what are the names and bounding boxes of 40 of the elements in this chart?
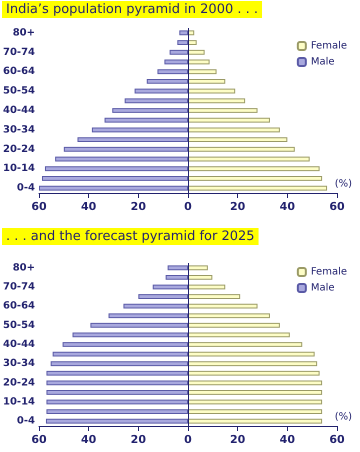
y-tick-label: 40-44 — [3, 105, 36, 116]
x-tick-label: 60 — [31, 200, 47, 213]
x-tick-label: 60 — [329, 200, 345, 213]
y-tick-label: 0-4 — [16, 182, 36, 194]
chart-title: India’s population pyramid in 2000 . . . — [6, 2, 258, 17]
annotation: (%) — [334, 412, 352, 422]
y-tick-label: 20-24 — [3, 377, 36, 388]
x-tick-label: 20 — [230, 200, 246, 213]
legend-label: Female — [310, 40, 348, 52]
x-tick-label: 40 — [280, 200, 296, 213]
annotation: (%) — [334, 178, 352, 190]
y-tick-label: 60-64 — [3, 66, 36, 78]
y-tick-label: 0-4 — [16, 416, 36, 427]
x-tick-label: 60 — [31, 433, 47, 446]
y-tick-label: 60-64 — [3, 300, 36, 312]
chart-title: . . . and the forecast pyramid for 2025 — [6, 229, 255, 244]
y-tick-label: 70-74 — [3, 281, 36, 292]
x-tick-label: 40 — [81, 433, 97, 446]
y-tick-label: 70-74 — [3, 46, 36, 58]
y-tick-label: 10-14 — [3, 396, 36, 408]
y-tick-label: 50-54 — [3, 320, 36, 331]
legend-label: Male — [310, 56, 335, 68]
x-tick-label: 20 — [130, 433, 146, 446]
y-tick-label: 10-14 — [3, 163, 36, 174]
y-tick-label: 80+ — [12, 27, 35, 38]
y-tick-label: 40-44 — [3, 339, 36, 350]
x-tick-label: 0 — [184, 200, 192, 213]
x-tick-label: 20 — [130, 200, 146, 213]
x-tick-label: 40 — [81, 200, 97, 213]
legend-label: Male — [310, 282, 335, 294]
x-tick-label: 60 — [329, 433, 345, 446]
y-tick-label: 30-34 — [3, 124, 36, 136]
x-tick-label: 40 — [280, 433, 296, 446]
legend-label: Female — [310, 266, 348, 278]
y-tick-label: 20-24 — [3, 144, 36, 155]
y-tick-label: 30-34 — [3, 358, 36, 370]
x-tick-label: 20 — [230, 433, 246, 446]
y-tick-label: 50-54 — [3, 86, 36, 97]
x-tick-label: 0 — [184, 433, 192, 446]
y-tick-label: 80+ — [12, 262, 35, 274]
